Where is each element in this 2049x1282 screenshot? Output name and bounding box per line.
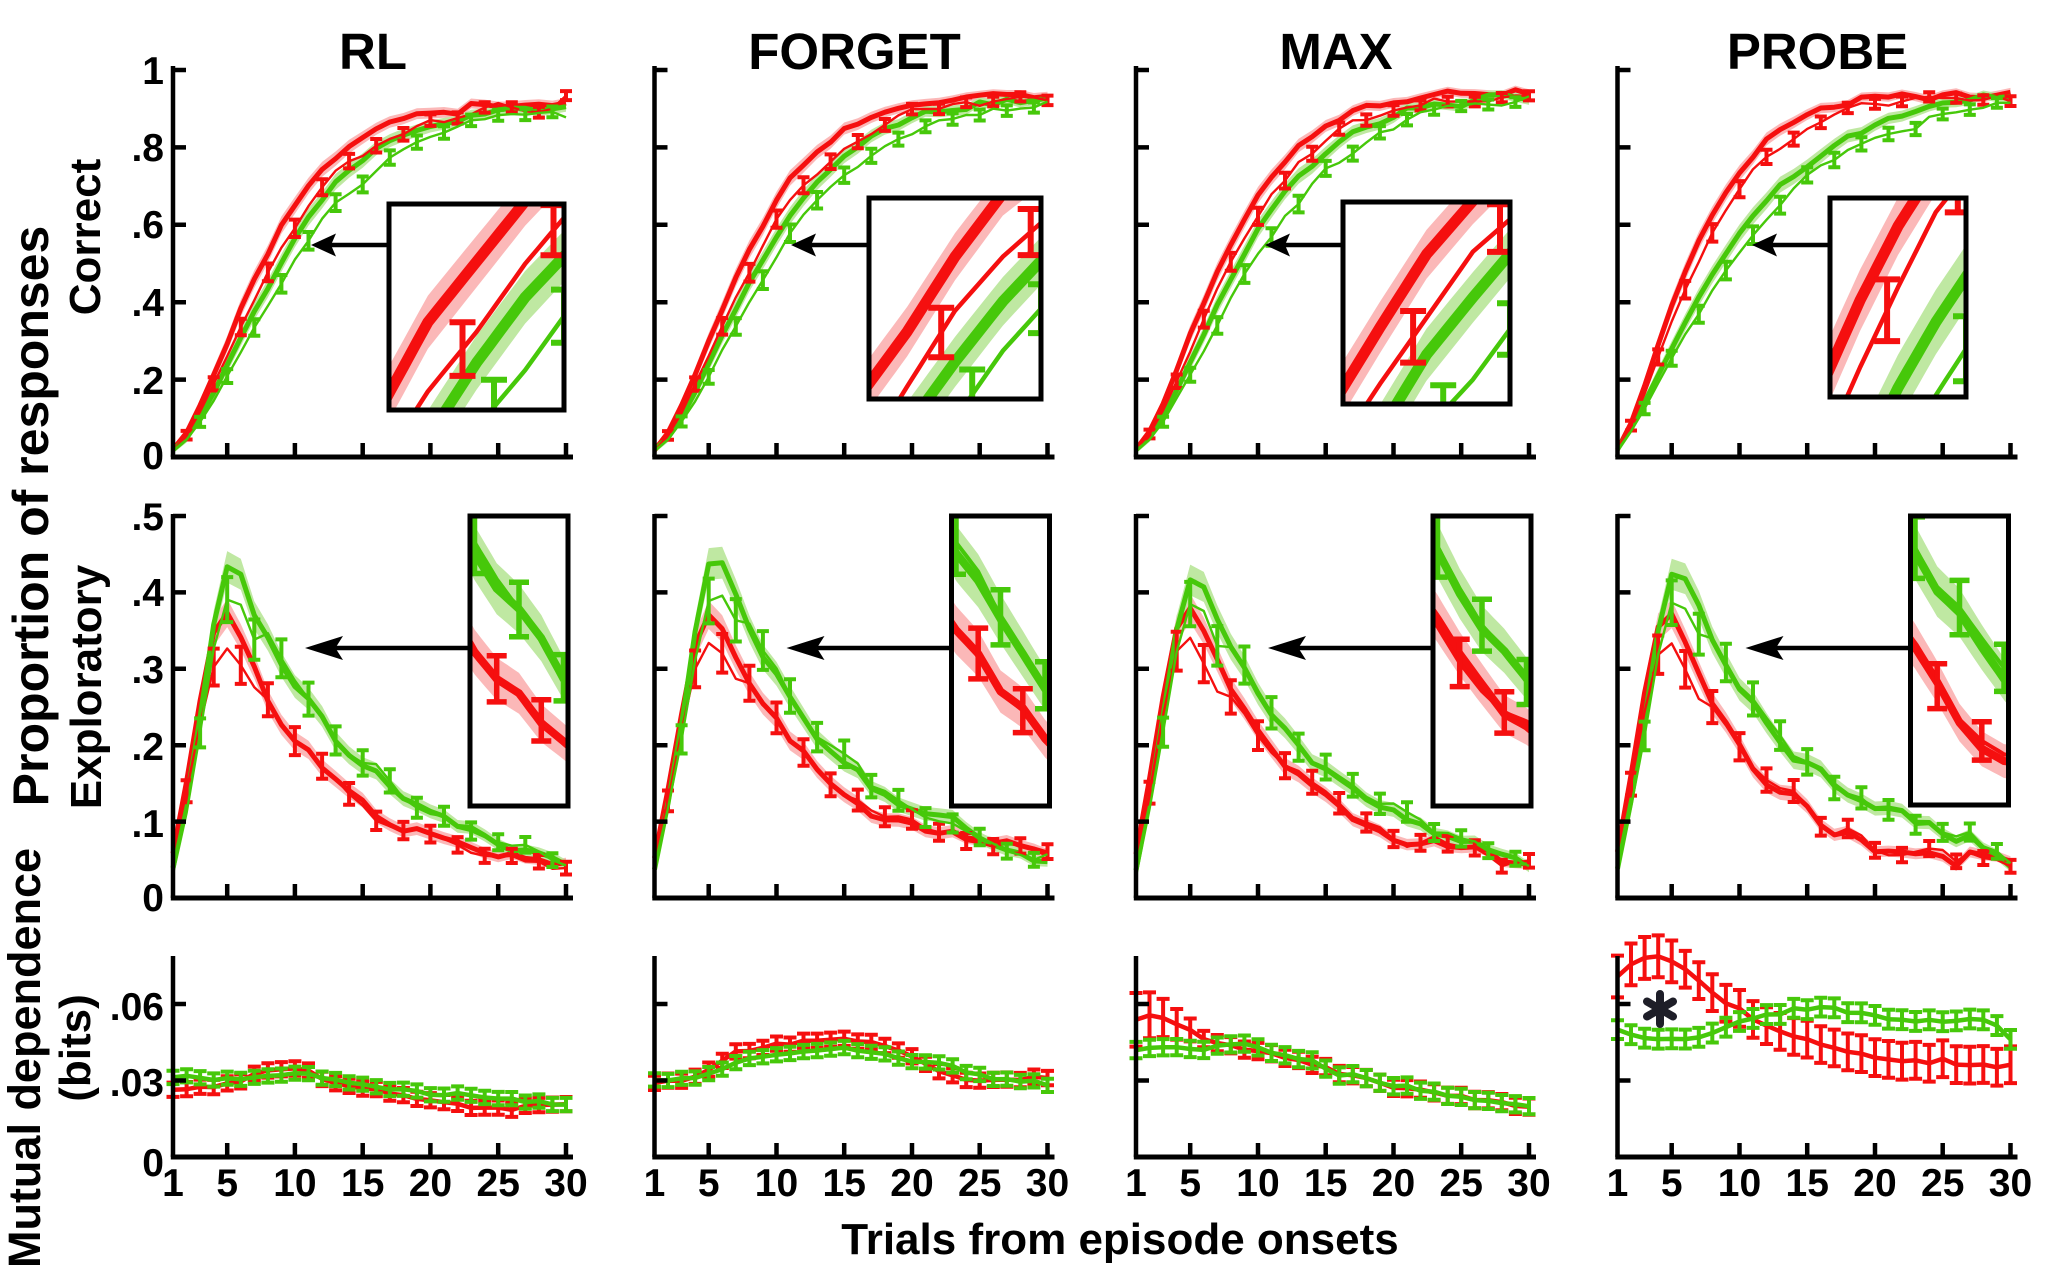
svg-text:0: 0 <box>142 877 164 920</box>
svg-text:1: 1 <box>644 1162 666 1205</box>
svg-text:(bits): (bits) <box>51 994 100 1102</box>
svg-text:25: 25 <box>1440 1162 1483 1205</box>
svg-text:30: 30 <box>1507 1162 1550 1205</box>
svg-text:1: 1 <box>142 50 164 93</box>
svg-text:.6: .6 <box>131 204 164 247</box>
svg-text:1: 1 <box>1125 1162 1147 1205</box>
svg-text:20: 20 <box>409 1162 452 1205</box>
svg-text:15: 15 <box>823 1162 866 1205</box>
svg-text:15: 15 <box>341 1162 384 1205</box>
svg-text:10: 10 <box>273 1162 316 1205</box>
svg-text:MAX: MAX <box>1279 23 1392 80</box>
svg-text:1: 1 <box>1607 1162 1629 1205</box>
svg-text:FORGET: FORGET <box>748 23 961 80</box>
svg-text:10: 10 <box>1718 1162 1761 1205</box>
svg-text:Exploratory: Exploratory <box>62 564 111 809</box>
svg-text:.2: .2 <box>131 360 164 403</box>
svg-text:5: 5 <box>698 1162 720 1205</box>
svg-text:25: 25 <box>958 1162 1001 1205</box>
svg-text:0: 0 <box>142 435 164 478</box>
svg-text:.03: .03 <box>110 1062 164 1105</box>
svg-text:.8: .8 <box>131 127 164 170</box>
svg-text:1: 1 <box>162 1162 184 1205</box>
svg-text:15: 15 <box>1304 1162 1347 1205</box>
svg-text:10: 10 <box>1236 1162 1279 1205</box>
svg-text:PROBE: PROBE <box>1727 23 1908 80</box>
svg-text:Correct: Correct <box>61 158 110 315</box>
svg-text:20: 20 <box>1372 1162 1415 1205</box>
svg-text:20: 20 <box>1853 1162 1896 1205</box>
svg-text:.5: .5 <box>131 496 164 539</box>
svg-text:0: 0 <box>142 1142 164 1185</box>
svg-text:.1: .1 <box>131 803 164 846</box>
svg-text:.3: .3 <box>131 649 164 692</box>
svg-text:30: 30 <box>544 1162 587 1205</box>
svg-text:15: 15 <box>1786 1162 1829 1205</box>
svg-text:.4: .4 <box>131 282 164 325</box>
svg-text:25: 25 <box>477 1162 520 1205</box>
svg-text:.06: .06 <box>110 986 164 1029</box>
svg-text:5: 5 <box>1661 1162 1683 1205</box>
svg-text:.4: .4 <box>131 572 164 615</box>
svg-text:Mutual dependence: Mutual dependence <box>0 848 50 1268</box>
svg-text:30: 30 <box>1989 1162 2032 1205</box>
svg-text:Proportion of responses: Proportion of responses <box>3 226 59 807</box>
svg-text:5: 5 <box>1179 1162 1201 1205</box>
svg-text:RL: RL <box>339 23 407 80</box>
svg-text:.2: .2 <box>131 726 164 769</box>
svg-text:5: 5 <box>216 1162 238 1205</box>
svg-text:10: 10 <box>755 1162 798 1205</box>
svg-text:25: 25 <box>1921 1162 1964 1205</box>
svg-text:20: 20 <box>890 1162 933 1205</box>
svg-text:30: 30 <box>1026 1162 1069 1205</box>
svg-text:Trials from episode onsets: Trials from episode onsets <box>841 1215 1399 1264</box>
